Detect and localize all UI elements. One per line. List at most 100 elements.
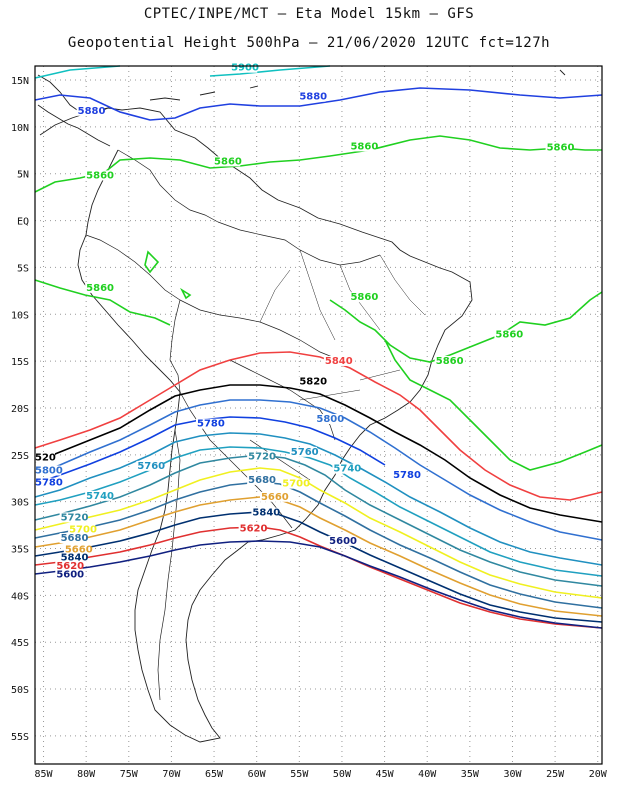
contour-label: 5700 bbox=[69, 525, 97, 536]
contour-label-background bbox=[34, 465, 62, 476]
lon-tick-label: 75W bbox=[120, 769, 139, 780]
contour-label: 5760 bbox=[291, 447, 319, 458]
contour-5680 bbox=[34, 481, 603, 609]
contour-label: 5680 bbox=[248, 475, 276, 486]
contour-label: 5720 bbox=[248, 452, 276, 463]
contour-label: 5900 bbox=[231, 63, 259, 74]
contour-5740 bbox=[34, 446, 603, 577]
contour-label: 5880 bbox=[299, 92, 327, 103]
contour-label-background bbox=[196, 418, 224, 429]
contour-label: 5740 bbox=[86, 491, 114, 502]
contour-5900 bbox=[34, 65, 331, 79]
contour-label-background bbox=[59, 533, 87, 544]
lon-tick-label: 85W bbox=[34, 769, 53, 780]
contour-label-background bbox=[238, 523, 266, 534]
contour-label: 5840 bbox=[325, 356, 353, 367]
contour-label-background bbox=[251, 507, 279, 518]
contour-label-background bbox=[434, 355, 462, 366]
contour-label-background bbox=[289, 446, 317, 457]
contour-label-background bbox=[63, 544, 92, 555]
contour-label: 5860 bbox=[214, 156, 242, 167]
map-subtitle: Geopotential Height 500hPa – 21/06/2020 … bbox=[67, 35, 551, 51]
contour-label-background bbox=[494, 329, 522, 340]
lon-tick-label: 80W bbox=[77, 769, 96, 780]
axis-tick-labels: 85W 80W 75W 70W 65W 60W 55W 50W 45W 40W 35W 30W 25W 2… bbox=[11, 76, 608, 780]
lat-tick-label: 50S bbox=[11, 685, 29, 696]
contour-label: 5860 bbox=[86, 283, 114, 294]
contour-label: 5700 bbox=[282, 479, 310, 490]
contour-label: 5720 bbox=[61, 512, 89, 523]
contour-label: 5800 bbox=[316, 414, 344, 425]
lon-tick-label: 25W bbox=[546, 769, 565, 780]
lon-tick-label: 35W bbox=[461, 769, 480, 780]
contour-label: 5780 bbox=[35, 478, 63, 489]
lon-tick-label: 45W bbox=[376, 769, 395, 780]
contour-5760 bbox=[34, 432, 603, 566]
contour-label-background bbox=[328, 535, 356, 546]
contour-label-background bbox=[247, 474, 275, 485]
contour-label-background bbox=[298, 376, 326, 387]
contour-5720 bbox=[34, 454, 603, 587]
lat-tick-label: 10S bbox=[11, 310, 29, 321]
contour-label-background bbox=[55, 561, 83, 572]
contour-label-background bbox=[34, 477, 62, 488]
contour-label: 5660 bbox=[261, 492, 289, 503]
lon-tick-label: 60W bbox=[248, 769, 267, 780]
height-contours bbox=[34, 65, 603, 629]
lat-tick-label: 15S bbox=[11, 357, 29, 368]
caribbean-islands bbox=[149, 69, 566, 101]
contour-5640 bbox=[34, 511, 603, 623]
contour-label-background bbox=[545, 142, 573, 153]
contour-label: 5860 bbox=[86, 170, 114, 181]
brazil-state-borders bbox=[259, 249, 426, 401]
contour-5880 bbox=[34, 87, 603, 121]
contour-label-background bbox=[323, 355, 352, 366]
contour-label-background bbox=[34, 452, 55, 463]
lat-tick-label: 5N bbox=[17, 170, 29, 181]
contour-label: 5600 bbox=[329, 536, 357, 547]
contour-5780 bbox=[34, 416, 386, 485]
contour-label-background bbox=[259, 491, 288, 502]
contour-label: 5620 bbox=[56, 561, 84, 572]
contour-5860 bbox=[34, 135, 603, 471]
contour-label: 5860 bbox=[350, 141, 378, 152]
central-america-pacific bbox=[37, 104, 111, 147]
contour-label-background bbox=[85, 170, 113, 181]
contour-5700 bbox=[34, 467, 603, 599]
contour-label-background bbox=[76, 105, 104, 116]
contour-label-background bbox=[349, 292, 377, 303]
lat-tick-label: 55S bbox=[11, 732, 29, 743]
contour-label: 5740 bbox=[333, 464, 361, 475]
contour-label-background bbox=[59, 552, 87, 563]
lat-tick-label: 10N bbox=[11, 123, 29, 134]
lon-tick-label: 40W bbox=[418, 769, 437, 780]
contour-5820 bbox=[34, 384, 603, 523]
contour-label: 5860 bbox=[436, 356, 464, 367]
south-america-coastline bbox=[39, 107, 473, 743]
map-frame bbox=[34, 65, 603, 765]
contour-label: 5860 bbox=[350, 292, 378, 303]
contour-label: 5840 bbox=[61, 553, 89, 564]
contour-5800 bbox=[34, 399, 603, 541]
contour-label-background bbox=[332, 463, 360, 474]
contour-label: 5760 bbox=[137, 461, 165, 472]
lat-tick-label: 25S bbox=[11, 451, 29, 462]
coastlines-and-borders bbox=[37, 69, 566, 743]
lon-tick-label: 55W bbox=[290, 769, 309, 780]
contour-label: 5820 bbox=[299, 377, 327, 388]
lon-tick-label: 20W bbox=[589, 769, 608, 780]
lat-tick-label: 35S bbox=[11, 545, 29, 556]
lat-tick-label: 40S bbox=[11, 591, 29, 602]
lat-tick-label: 20S bbox=[11, 404, 29, 415]
contour-label: 5860 bbox=[495, 330, 523, 341]
lat-tick-label: 15N bbox=[11, 76, 29, 87]
contour-5620 bbox=[34, 526, 603, 629]
contour-label: 5620 bbox=[240, 524, 268, 535]
contour-label: 5800 bbox=[35, 466, 63, 477]
map-title: CPTEC/INPE/MCT – Eta Model 15km – GFS bbox=[143, 6, 475, 22]
lat-tick-label: 5S bbox=[17, 263, 29, 274]
lon-tick-label: 50W bbox=[333, 769, 352, 780]
contour-label-background bbox=[68, 524, 96, 535]
contour-label-background bbox=[59, 512, 87, 523]
